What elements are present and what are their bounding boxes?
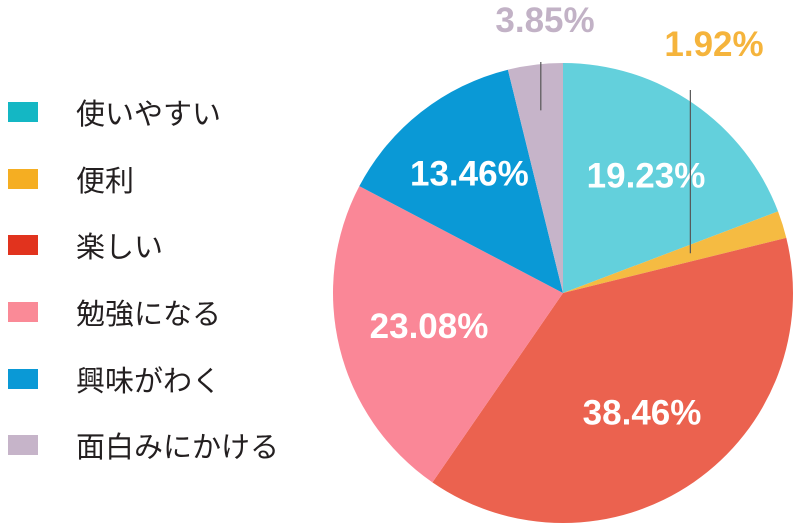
legend-swatch (8, 435, 38, 456)
legend-item: 楽しい (8, 212, 279, 279)
data-label: 13.46% (410, 155, 529, 194)
legend-item: 使いやすい (8, 79, 279, 146)
legend-swatch (8, 302, 38, 323)
legend-item: 興味がわく (8, 345, 279, 412)
legend-label: 使いやすい (76, 97, 222, 132)
pie-slice (359, 69, 563, 294)
pie-slice (563, 63, 779, 293)
legend-label: 楽しい (76, 230, 164, 265)
legend-item: 便利 (8, 146, 279, 213)
pie-slice (432, 237, 793, 523)
legend-item: 面白みにかける (8, 412, 279, 479)
legend-swatch (8, 368, 38, 389)
data-label: 38.46% (583, 393, 702, 432)
legend-label: 勉強になる (76, 297, 222, 332)
legend: 使いやすい 便利 楽しい 勉強になる 興味がわく 面白みにかける (8, 79, 279, 479)
legend-swatch (8, 168, 38, 189)
legend-item: 勉強になる (8, 279, 279, 346)
pie-slice (333, 186, 563, 483)
legend-label: 面白みにかける (76, 430, 280, 465)
data-label: 3.85% (495, 1, 594, 40)
legend-swatch (8, 102, 38, 123)
pie-slice (507, 63, 563, 293)
data-label: 1.92% (664, 25, 763, 64)
data-label: 23.08% (370, 307, 489, 346)
legend-label: 便利 (76, 163, 135, 198)
legend-label: 興味がわく (76, 363, 222, 398)
legend-swatch (8, 235, 38, 256)
pie-slice (563, 211, 787, 293)
data-label: 19.23% (587, 157, 706, 196)
